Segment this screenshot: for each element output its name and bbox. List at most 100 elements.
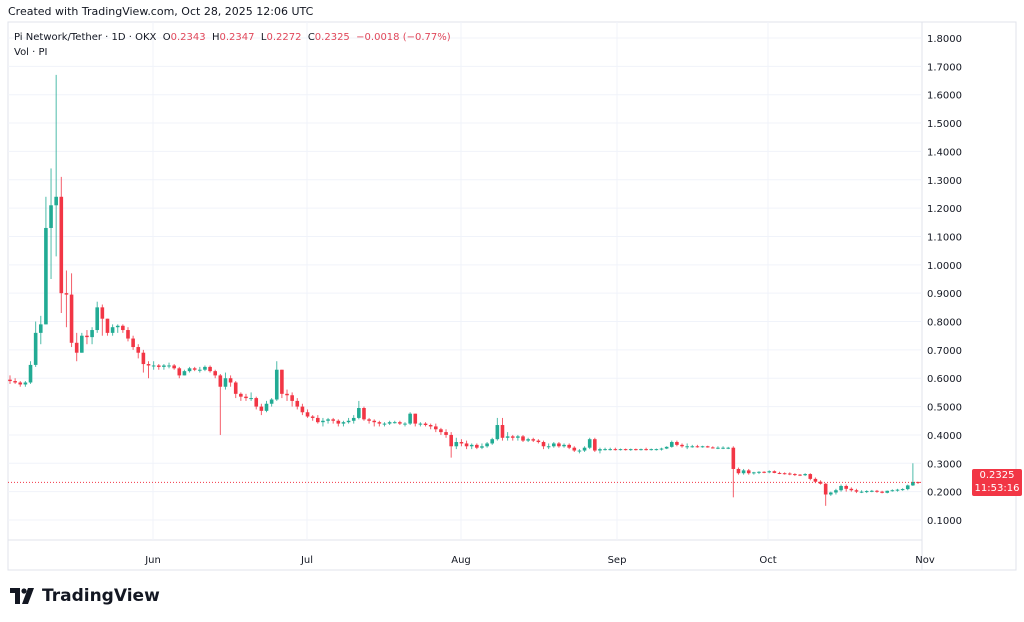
candle-body [423, 423, 428, 426]
y-tick-label: 0.1000 [927, 516, 962, 527]
candle-body [649, 449, 654, 451]
candle-body [823, 483, 828, 495]
chart-legend: Pi Network/Tether · 1D · OKX O0.2343 H0.… [14, 30, 451, 60]
volume-label[interactable]: Vol · PI [14, 47, 48, 58]
candle-body [793, 474, 797, 476]
candle-body [608, 449, 613, 451]
candle-body [146, 364, 151, 366]
last-price-tag: 0.2325 11:53:16 [972, 469, 1022, 496]
candle-body [239, 393, 243, 397]
candle-body [685, 446, 689, 448]
candle-body [849, 488, 854, 491]
candle-body [854, 490, 859, 492]
candle-body [49, 205, 53, 228]
candle-body [28, 364, 33, 383]
candle-body [18, 382, 23, 385]
high-value: 0.2347 [219, 32, 255, 43]
candle-body [233, 382, 238, 394]
candle-body [562, 444, 566, 447]
candle-body [859, 491, 864, 493]
x-tick-label: Jun [144, 555, 161, 566]
candle-body [695, 446, 700, 448]
candle-body [905, 485, 910, 490]
y-tick-label: 1.3000 [927, 176, 962, 187]
candle-body [8, 379, 12, 382]
candle-body [403, 423, 407, 425]
candle-body [880, 491, 884, 493]
candle-body [480, 446, 484, 448]
candle-body [162, 365, 166, 367]
candle-body [444, 432, 448, 435]
candle-body [664, 446, 669, 449]
candle-body [885, 490, 890, 493]
candle-body [516, 436, 520, 438]
candle-body [900, 489, 905, 491]
y-tick-label: 0.5000 [927, 403, 962, 414]
low-value: 0.2272 [266, 32, 302, 43]
candle-body [675, 442, 679, 445]
candle-body [613, 449, 618, 451]
chart-frame [7, 21, 1017, 571]
candle-body [762, 471, 766, 473]
last-price: 0.2325 [979, 470, 1015, 481]
x-tick-label: Nov [915, 555, 935, 566]
candle-body [310, 416, 315, 418]
candle-body [911, 481, 915, 486]
y-tick-label: 1.5000 [927, 119, 962, 130]
symbol-label[interactable]: Pi Network/Tether · 1D · OKX [14, 32, 157, 43]
candle-body [33, 332, 38, 365]
candle-body [469, 444, 474, 447]
candle-body [418, 423, 423, 425]
candle-body [890, 490, 895, 492]
candle-body [433, 426, 438, 430]
candle-body [603, 449, 607, 451]
candle-body [639, 449, 643, 451]
candle-body [316, 417, 320, 423]
y-tick-label: 0.4000 [927, 431, 962, 442]
low-label: L [260, 32, 267, 43]
candle-body [536, 440, 541, 443]
candle-body [752, 472, 756, 474]
tradingview-logo[interactable]: TradingView [10, 586, 160, 606]
candle-body [182, 371, 187, 376]
candle-body [213, 371, 217, 376]
candle-body [593, 439, 597, 451]
candle-body [864, 491, 869, 493]
candle-body [69, 294, 74, 343]
close-value: 0.2325 [314, 32, 350, 43]
candle-body [654, 449, 659, 451]
candle-body [192, 368, 197, 370]
tradingview-logo-icon [10, 588, 34, 604]
candle-body [100, 307, 105, 319]
y-tick-label: 0.3000 [927, 459, 962, 470]
high-label: H [211, 32, 220, 43]
y-tick-label: 1.8000 [927, 34, 962, 45]
candle-body [346, 420, 351, 423]
candle-body [326, 419, 330, 421]
close-label: C [307, 32, 315, 43]
candle-body [541, 442, 546, 447]
candle-body [711, 447, 715, 449]
candle-body [372, 420, 377, 423]
candle-body [787, 473, 792, 475]
candle-body [290, 395, 294, 401]
candle-body [95, 307, 100, 331]
y-tick-label: 0.2000 [927, 488, 962, 499]
y-tick-label: 0.9000 [927, 289, 962, 300]
y-tick-label: 1.6000 [927, 91, 962, 102]
candle-body [526, 439, 530, 441]
candle-body [916, 481, 920, 483]
candle-body [105, 318, 110, 333]
candle-body [254, 398, 259, 407]
candle-body [300, 406, 305, 413]
candle-body [110, 327, 115, 333]
candle-body [459, 442, 464, 444]
candle-body [64, 293, 69, 295]
candle-body [746, 470, 751, 474]
candle-body [280, 369, 284, 394]
candle-body [54, 196, 58, 206]
candle-body [172, 365, 176, 369]
candle-body [357, 408, 361, 418]
candle-body [716, 447, 720, 449]
